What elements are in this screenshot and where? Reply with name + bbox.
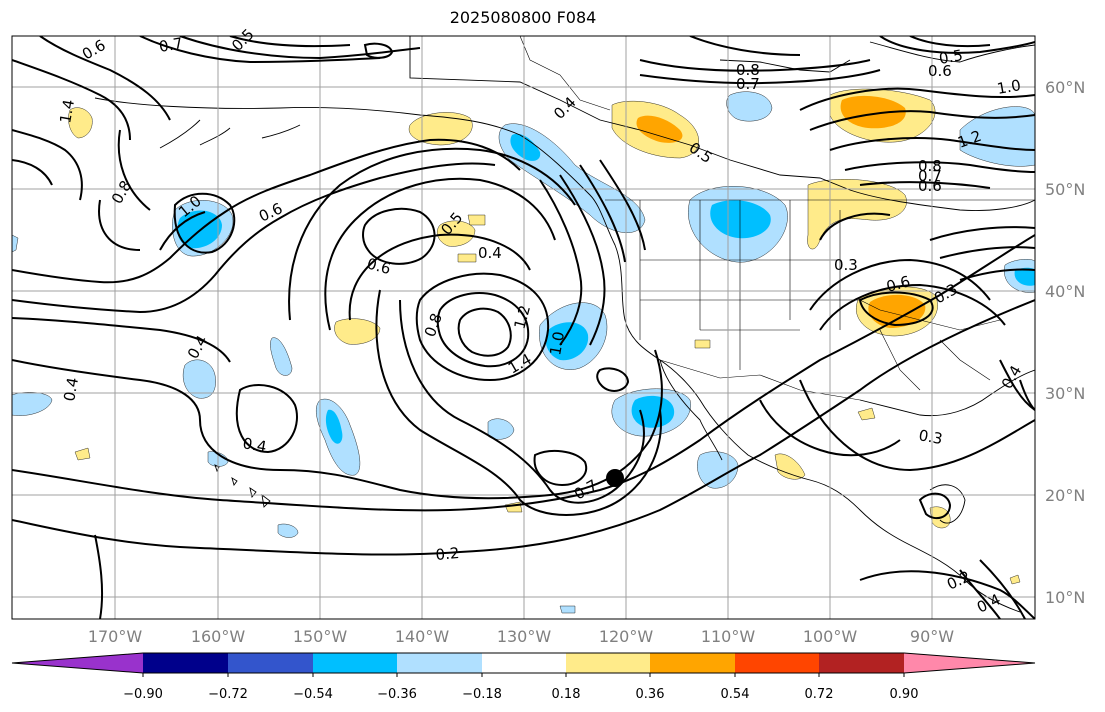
contour-label: 0.8 bbox=[918, 157, 942, 175]
contour-label: 0.5 bbox=[938, 46, 965, 68]
colorbar-tick-label: −0.36 bbox=[377, 687, 417, 702]
colorbar-segment bbox=[482, 653, 566, 673]
colorbar bbox=[11, 652, 1036, 677]
contour-label: 0.7 bbox=[918, 167, 942, 185]
lon-label: 130°W bbox=[497, 627, 552, 646]
map-frame bbox=[11, 35, 1036, 620]
shaded-anomalies bbox=[12, 88, 1035, 614]
lon-label: 110°W bbox=[701, 627, 756, 646]
contour-label: 0.7 bbox=[736, 75, 760, 93]
lon-label: 150°W bbox=[293, 627, 348, 646]
lat-label: 10°N bbox=[1045, 588, 1085, 607]
colorbar-tick-label: 0.36 bbox=[636, 687, 665, 702]
lon-label: 90°W bbox=[910, 627, 954, 646]
contour-label: 0.2 bbox=[435, 544, 460, 564]
lat-label: 20°N bbox=[1045, 486, 1085, 505]
colorbar-tick-label: −0.54 bbox=[293, 687, 333, 702]
colorbar-segment bbox=[819, 653, 904, 673]
contour-label: 0.6 bbox=[928, 62, 952, 80]
colorbar-segment bbox=[650, 653, 735, 673]
lon-label: 100°W bbox=[803, 627, 858, 646]
colorbar-segment bbox=[735, 653, 819, 673]
colorbar-tick-label: −0.72 bbox=[208, 687, 248, 702]
lon-label: 160°W bbox=[191, 627, 246, 646]
gridlines bbox=[12, 36, 1035, 619]
contour-label: 0.6 bbox=[884, 272, 912, 296]
colorbar-tick-label: 0.54 bbox=[721, 687, 750, 702]
colorbar-tick-label: 0.18 bbox=[552, 687, 581, 702]
contour-label: 1.0 bbox=[996, 76, 1023, 98]
lon-label: 140°W bbox=[395, 627, 450, 646]
colorbar-tick-labels: −0.90 −0.72 −0.54 −0.36 −0.18 0.18 0.36 … bbox=[123, 687, 918, 702]
contour-label: 0.6 bbox=[365, 254, 393, 278]
contour-label: 0.4 bbox=[478, 244, 502, 262]
latitude-labels: 60°N 50°N 40°N 30°N 20°N 10°N bbox=[1045, 78, 1085, 607]
chart-title: 2025080800 F084 bbox=[449, 8, 597, 27]
colorbar-tick-label: −0.18 bbox=[462, 687, 502, 702]
colorbar-segment bbox=[12, 653, 143, 673]
contour-label: 1.2 bbox=[510, 303, 534, 331]
lat-label: 30°N bbox=[1045, 384, 1085, 403]
contour-label: 0.3 bbox=[834, 256, 858, 274]
contour-label: 0.7 bbox=[158, 34, 185, 56]
lat-label: 50°N bbox=[1045, 180, 1085, 199]
contour-label: 0.3 bbox=[917, 426, 944, 448]
lat-label: 60°N bbox=[1045, 78, 1085, 97]
contour-label: 0.4 bbox=[241, 434, 268, 456]
lon-label: 120°W bbox=[599, 627, 654, 646]
lon-label: 170°W bbox=[88, 627, 143, 646]
contour-label: 0.6 bbox=[918, 177, 942, 195]
colorbar-segment bbox=[228, 653, 313, 673]
lat-label: 40°N bbox=[1045, 282, 1085, 301]
colorbar-segment bbox=[313, 653, 397, 673]
colorbar-segment bbox=[566, 653, 650, 673]
contour-label: 1.4 bbox=[56, 98, 78, 125]
colorbar-tick-label: 0.72 bbox=[805, 687, 834, 702]
contour-label: 0.4 bbox=[60, 376, 82, 403]
contour-label: 1.0 bbox=[546, 330, 568, 357]
colorbar-tick-label: 0.90 bbox=[890, 687, 919, 702]
colorbar-segment bbox=[397, 653, 482, 673]
contour-label: 0.8 bbox=[736, 61, 760, 79]
colorbar-segment bbox=[904, 653, 1035, 673]
colorbar-segment bbox=[143, 653, 228, 673]
location-marker bbox=[606, 469, 624, 487]
longitude-labels: 170°W 160°W 150°W 140°W 130°W 120°W 110°… bbox=[88, 627, 954, 646]
colorbar-tick-label: −0.90 bbox=[123, 687, 163, 702]
contour-lines bbox=[12, 36, 1035, 619]
